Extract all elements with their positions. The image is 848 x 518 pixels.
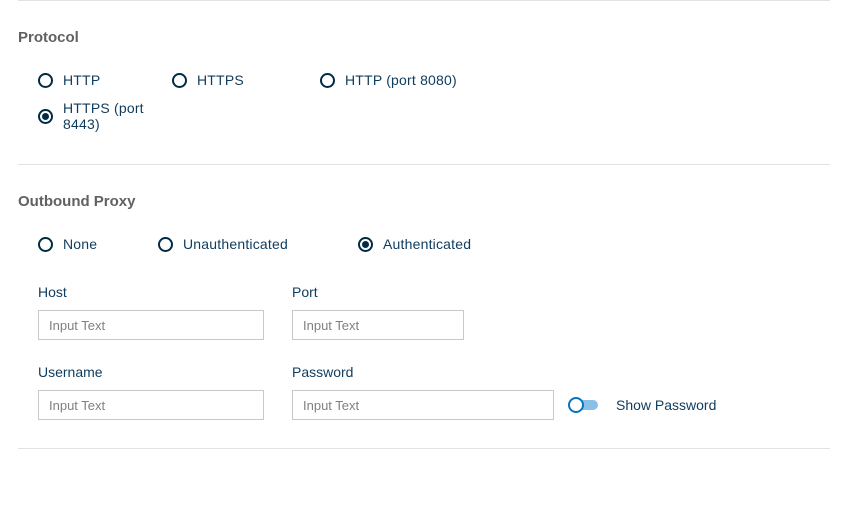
username-field: Username: [38, 364, 264, 420]
protocol-radio-row: HTTP HTTPS HTTP (port 8080): [18, 72, 830, 88]
proxy-radio-1[interactable]: Unauthenticated: [158, 236, 358, 252]
proxy-radio-2[interactable]: Authenticated: [358, 236, 518, 252]
username-input[interactable]: [38, 390, 264, 420]
radio-dot-icon: [42, 113, 49, 120]
password-label: Password: [292, 364, 554, 380]
protocol-title: Protocol: [18, 29, 830, 46]
show-password-group: Show Password: [568, 390, 716, 420]
protocol-radio-3[interactable]: HTTPS (port 8443): [38, 100, 172, 132]
proxy-radio-group: None Unauthenticated Authenticated: [18, 236, 830, 252]
proxy-radio-row: None Unauthenticated Authenticated: [18, 236, 830, 252]
radio-selected-icon: [38, 109, 53, 124]
divider-top: [18, 0, 830, 1]
proxy-title: Outbound Proxy: [18, 193, 830, 210]
proxy-radio-0[interactable]: None: [38, 236, 158, 252]
radio-unselected-icon: [320, 73, 335, 88]
radio-unselected-icon: [158, 237, 173, 252]
proxy-row-host-port: Host Port: [18, 284, 830, 340]
proxy-radio-label: None: [63, 236, 97, 252]
proxy-section: Outbound Proxy None Unauthenticated Authen…: [18, 193, 830, 420]
protocol-radio-2[interactable]: HTTP (port 8080): [320, 72, 500, 88]
radio-dot-icon: [362, 241, 369, 248]
port-input[interactable]: [292, 310, 464, 340]
toggle-knob: [568, 397, 584, 413]
proxy-row-credentials: Username Password Show Password: [18, 364, 830, 420]
host-field: Host: [38, 284, 264, 340]
protocol-radio-label: HTTPS (port 8443): [63, 100, 172, 132]
protocol-radio-label: HTTPS: [197, 72, 244, 88]
radio-unselected-icon: [172, 73, 187, 88]
protocol-radio-row: HTTPS (port 8443): [18, 100, 830, 132]
show-password-toggle[interactable]: [568, 397, 600, 413]
port-field: Port: [292, 284, 464, 340]
protocol-radio-label: HTTP: [63, 72, 100, 88]
protocol-radio-0[interactable]: HTTP: [38, 72, 172, 88]
protocol-radio-group: HTTP HTTPS HTTP (port 8080) HTTPS (port 844…: [18, 72, 830, 132]
password-input[interactable]: [292, 390, 554, 420]
password-field: Password: [292, 364, 554, 420]
port-label: Port: [292, 284, 464, 300]
radio-unselected-icon: [38, 73, 53, 88]
divider-bottom: [18, 448, 830, 449]
radio-unselected-icon: [38, 237, 53, 252]
show-password-label: Show Password: [616, 397, 716, 413]
host-input[interactable]: [38, 310, 264, 340]
protocol-section: Protocol HTTP HTTPS HTTP (port 8080) HTTPS …: [18, 29, 830, 132]
proxy-radio-label: Authenticated: [383, 236, 471, 252]
radio-selected-icon: [358, 237, 373, 252]
username-label: Username: [38, 364, 264, 380]
host-label: Host: [38, 284, 264, 300]
proxy-radio-label: Unauthenticated: [183, 236, 288, 252]
divider-mid: [18, 164, 830, 165]
protocol-radio-1[interactable]: HTTPS: [172, 72, 320, 88]
protocol-radio-label: HTTP (port 8080): [345, 72, 457, 88]
